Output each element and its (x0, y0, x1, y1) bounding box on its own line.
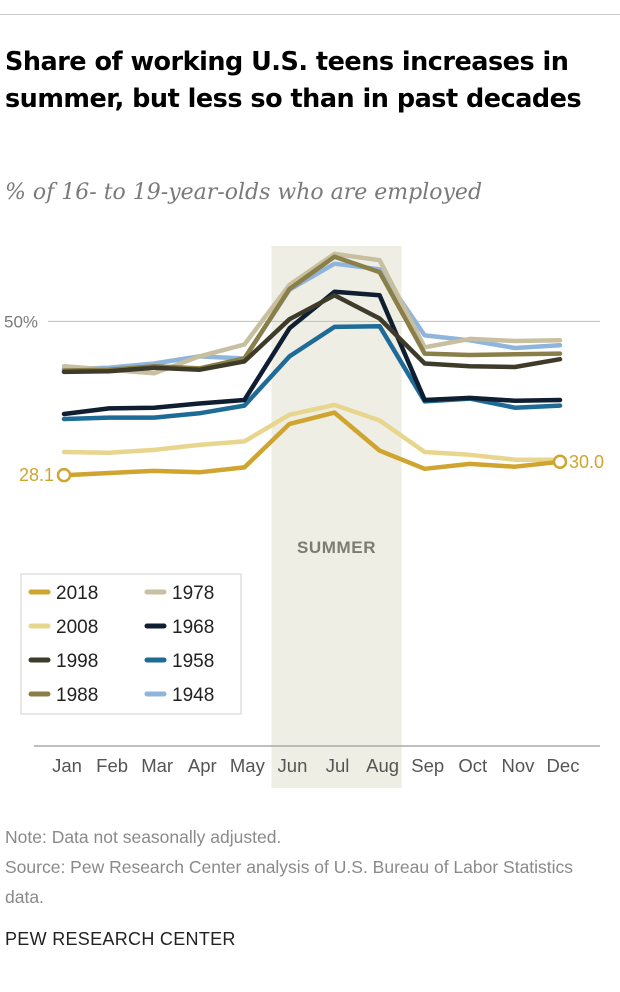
summer-band-label: SUMMER (297, 538, 376, 557)
chart-note: Note: Data not seasonally adjusted. (5, 827, 282, 847)
endpoint-marker-dec (552, 454, 568, 470)
data-label-jan: 28.1 (19, 465, 54, 485)
x-tick-label: Feb (96, 755, 128, 776)
x-tick-label: Sep (411, 755, 444, 776)
legend-label-2018: 2018 (56, 583, 98, 604)
legend-label-1948: 1948 (172, 685, 214, 706)
legend-label-2008: 2008 (56, 617, 98, 638)
x-tick-label: Apr (188, 755, 217, 776)
brand-logo-text: PEW RESEARCH CENTER (5, 929, 236, 949)
series-line-2008 (61, 402, 563, 462)
chart-title: Share of working U.S. teens increases in… (5, 47, 582, 114)
x-tick-label: Jan (52, 755, 82, 776)
series-line-1998 (61, 293, 563, 375)
chart-source: Source: Pew Research Center analysis of … (5, 857, 574, 907)
series-line-1978 (61, 251, 563, 376)
series-line-1968 (61, 289, 563, 417)
x-tick-label: Mar (141, 755, 173, 776)
legend-box (20, 573, 242, 715)
x-tick-label: Nov (501, 755, 535, 776)
x-tick-label: May (230, 755, 266, 776)
legend-label-1988: 1988 (56, 685, 98, 706)
line-chart: SUMMER 50% Jan Feb Mar Apr May Jun Jul Aug Sep Oct… (4, 246, 604, 788)
data-label-dec: 30.0 (569, 452, 604, 472)
x-tick-label: Dec (547, 755, 580, 776)
series-line-1948 (61, 261, 563, 372)
x-tick-label: Jun (278, 755, 308, 776)
chart-subtitle: % of 16- to 19-year-olds who are employe… (5, 180, 483, 205)
y-tick-label: 50% (4, 312, 38, 331)
endpoint-marker-jan (56, 467, 72, 483)
legend-label-1968: 1968 (172, 617, 214, 638)
x-tick-label: Oct (458, 755, 487, 776)
x-tick-label: Aug (366, 755, 399, 776)
x-tick-label: Jul (326, 755, 350, 776)
summer-band (271, 246, 402, 788)
top-rule (0, 14, 620, 15)
series-line-2018 (61, 410, 563, 478)
legend-label-1998: 1998 (56, 651, 98, 672)
legend-label-1978: 1978 (172, 583, 214, 604)
legend-label-1958: 1958 (172, 651, 214, 672)
